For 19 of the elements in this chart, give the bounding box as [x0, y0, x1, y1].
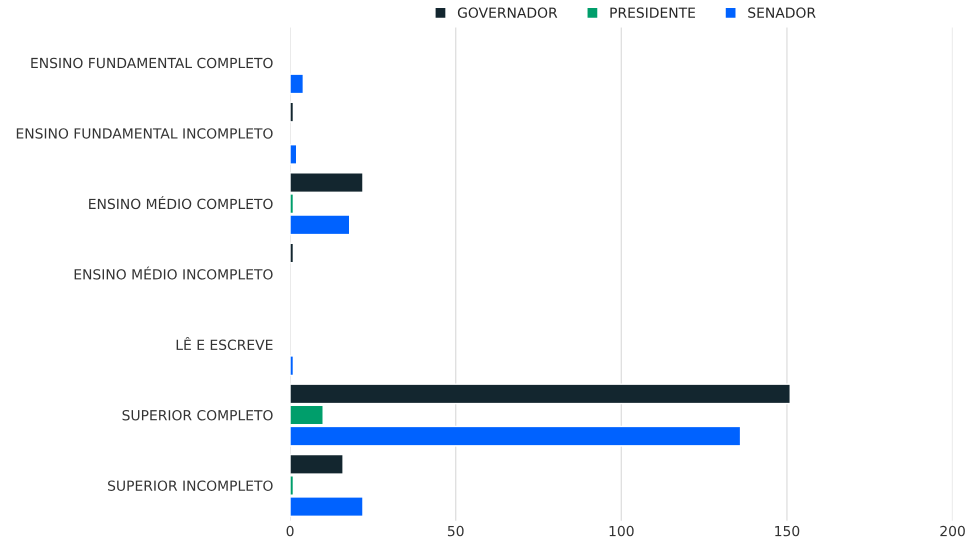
- y-tick-label: ENSINO FUNDAMENTAL INCOMPLETO: [16, 128, 273, 139]
- x-tick-label: 200: [940, 526, 965, 536]
- bar: [290, 102, 294, 123]
- x-tick-label: 50: [448, 526, 464, 536]
- x-tick-label: 0: [286, 526, 294, 536]
- y-tick-label: SUPERIOR INCOMPLETO: [108, 480, 273, 491]
- bar: [290, 73, 304, 94]
- legend-label: GOVERNADOR: [458, 7, 558, 18]
- y-tick-label: SUPERIOR COMPLETO: [122, 410, 273, 420]
- bar: [290, 144, 298, 165]
- y-tick-label: ENSINO MÉDIO COMPLETO: [89, 196, 273, 210]
- legend-label: PRESIDENTE: [610, 7, 696, 18]
- x-tick-label: 100: [610, 526, 634, 536]
- x-tick-label: 150: [775, 526, 800, 536]
- legend-label: SENADOR: [748, 7, 816, 18]
- y-tick-label: ENSINO FUNDAMENTAL COMPLETO: [31, 58, 273, 68]
- bar: [290, 242, 294, 264]
- y-tick-label: ENSINO MÉDIO INCOMPLETO: [74, 266, 273, 280]
- y-tick-label: LÊ E ESCREVE: [176, 336, 273, 350]
